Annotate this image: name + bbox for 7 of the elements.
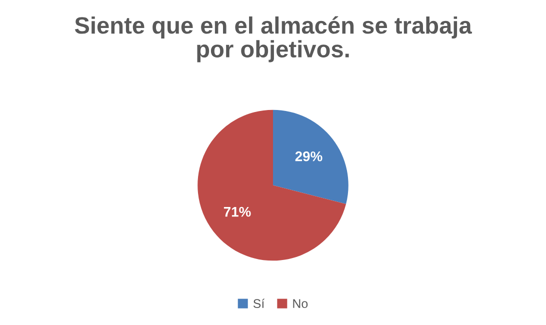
legend-label: Sí (253, 298, 265, 308)
legend-label: No (293, 299, 308, 308)
pie-slice (198, 110, 346, 261)
data-label: 71% (224, 206, 251, 217)
data-label: 29% (295, 151, 322, 162)
pie-slice (273, 110, 348, 204)
chart-title: Siente que en el almacén se trabaja por objetivos. (74, 16, 472, 62)
